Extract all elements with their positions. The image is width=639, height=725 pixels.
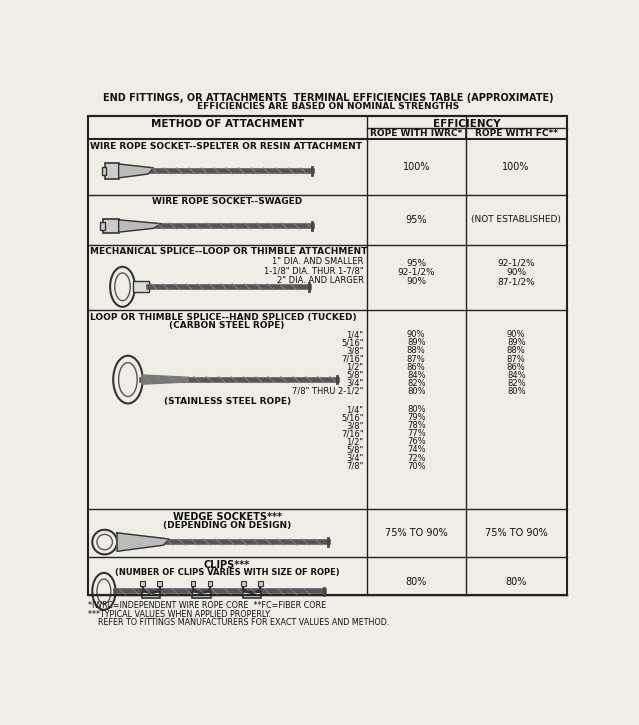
Text: 82%: 82% [507,379,525,388]
Text: REFER TO FITTINGS MANUFACTURERS FOR EXACT VALUES AND METHOD.: REFER TO FITTINGS MANUFACTURERS FOR EXAC… [88,618,389,627]
Text: ***TYPICAL VALUES WHEN APPLIED PROPERLY.: ***TYPICAL VALUES WHEN APPLIED PROPERLY. [88,610,270,619]
Polygon shape [117,533,169,551]
Text: WIRE ROPE SOCKET--SPELTER OR RESIN ATTACHMENT: WIRE ROPE SOCKET--SPELTER OR RESIN ATTAC… [90,141,362,151]
Text: EFFICIENCIES ARE BASED ON NOMINAL STRENGTHS: EFFICIENCIES ARE BASED ON NOMINAL STRENG… [197,102,459,112]
Text: 72%: 72% [407,454,426,463]
Text: 78%: 78% [407,421,426,430]
Bar [208,581,212,586]
Text: 74%: 74% [407,445,426,455]
Text: 3/4": 3/4" [346,454,364,463]
Text: ROPE WITH IWRC*: ROPE WITH IWRC* [370,129,463,138]
Text: 5/16": 5/16" [341,413,364,422]
Polygon shape [119,220,161,232]
Text: 100%: 100% [403,162,430,172]
Text: (DEPENDING ON DESIGN): (DEPENDING ON DESIGN) [163,521,291,529]
Text: 90%: 90% [506,268,527,277]
Text: 1/4": 1/4" [346,331,364,339]
Text: (STAINLESS STEEL ROPE): (STAINLESS STEEL ROPE) [164,397,291,405]
Text: 86%: 86% [507,362,525,372]
Text: 7/16": 7/16" [341,355,364,363]
Text: 92-1/2%: 92-1/2% [397,268,435,277]
Text: 89%: 89% [407,339,426,347]
Text: 5/8": 5/8" [346,445,364,455]
Bar [241,581,246,586]
Text: 89%: 89% [507,339,525,347]
Text: 88%: 88% [507,347,525,355]
Text: 79%: 79% [407,413,426,422]
Text: 1/4": 1/4" [346,405,364,414]
Bar [192,592,211,598]
Text: 76%: 76% [407,437,426,447]
Text: 95%: 95% [406,215,427,225]
Text: 87-1/2%: 87-1/2% [497,277,535,286]
Text: 80%: 80% [505,576,527,587]
Text: 84%: 84% [407,370,426,380]
Text: 5/8": 5/8" [346,370,364,380]
Bar [105,163,119,178]
Bar [157,581,162,586]
Text: *IWRC=INDEPENDENT WIRE ROPE CORE  **FC=FIBER CORE: *IWRC=INDEPENDENT WIRE ROPE CORE **FC=FI… [88,601,326,610]
Bar [258,581,263,586]
Bar [142,592,160,598]
Text: 100%: 100% [502,162,530,172]
Text: 90%: 90% [507,331,525,339]
Bar [190,581,196,586]
Bar [103,219,119,233]
Text: 1/2": 1/2" [346,437,364,447]
Polygon shape [119,164,153,178]
Text: 86%: 86% [407,362,426,372]
Text: MECHANICAL SPLICE--LOOP OR THIMBLE ATTACHMENT: MECHANICAL SPLICE--LOOP OR THIMBLE ATTAC… [90,247,367,256]
Text: (NOT ESTABLISHED): (NOT ESTABLISHED) [472,215,561,224]
Polygon shape [142,375,189,384]
Bar [100,222,105,230]
Text: WIRE ROPE SOCKET--SWAGED: WIRE ROPE SOCKET--SWAGED [152,197,302,206]
Text: 80%: 80% [406,576,427,587]
Text: 1" DIA. AND SMALLER: 1" DIA. AND SMALLER [272,257,364,266]
Text: 88%: 88% [407,347,426,355]
Text: 1-1/8" DIA. THUR 1-7/8": 1-1/8" DIA. THUR 1-7/8" [264,266,364,276]
Text: 5/16": 5/16" [341,339,364,347]
Text: 75% TO 90%: 75% TO 90% [385,528,447,538]
Text: 80%: 80% [407,387,426,396]
Text: (CARBON STEEL ROPE): (CARBON STEEL ROPE) [169,321,285,330]
Bar [141,581,145,586]
Text: 1/2": 1/2" [346,362,364,372]
Text: END FITTINGS, OR ATTACHMENTS  TERMINAL EFFICIENCIES TABLE (APPROXIMATE): END FITTINGS, OR ATTACHMENTS TERMINAL EF… [103,93,553,103]
Text: 70%: 70% [407,462,426,471]
Text: |: | [463,129,466,138]
Text: 87%: 87% [407,355,426,363]
Text: 3/8": 3/8" [346,347,364,355]
Text: 3/4": 3/4" [346,379,364,388]
Text: CLIPS***: CLIPS*** [204,560,250,570]
Bar [88,116,567,595]
Text: 7/8" THRU 2-1/2": 7/8" THRU 2-1/2" [292,387,364,396]
Text: LOOP OR THIMBLE SPLICE--HAND SPLICED (TUCKED): LOOP OR THIMBLE SPLICE--HAND SPLICED (TU… [90,312,357,322]
Text: 7/16": 7/16" [341,429,364,439]
Bar [134,281,149,292]
Bar [102,167,106,175]
Text: EFFICIENCY: EFFICIENCY [433,119,500,128]
Text: 7/8": 7/8" [346,462,364,471]
Text: 90%: 90% [406,277,426,286]
Text: 87%: 87% [507,355,525,363]
Bar [243,592,261,598]
Text: 92-1/2%: 92-1/2% [497,259,535,268]
Text: 77%: 77% [407,429,426,439]
Text: ROPE WITH FC**: ROPE WITH FC** [475,129,558,138]
Text: 84%: 84% [507,370,525,380]
Text: 90%: 90% [407,331,426,339]
Text: 82%: 82% [407,379,426,388]
Text: 95%: 95% [406,259,426,268]
Text: 75% TO 90%: 75% TO 90% [485,528,548,538]
Text: (NUMBER OF CLIPS VARIES WITH SIZE OF ROPE): (NUMBER OF CLIPS VARIES WITH SIZE OF ROP… [115,568,339,577]
Text: 2" DIA. AND LARGER: 2" DIA. AND LARGER [277,276,364,285]
Text: WEDGE SOCKETS***: WEDGE SOCKETS*** [173,512,282,522]
Text: 80%: 80% [507,387,525,396]
Text: METHOD OF ATTACHMENT: METHOD OF ATTACHMENT [151,119,304,128]
Text: 80%: 80% [407,405,426,414]
Text: 3/8": 3/8" [346,421,364,430]
